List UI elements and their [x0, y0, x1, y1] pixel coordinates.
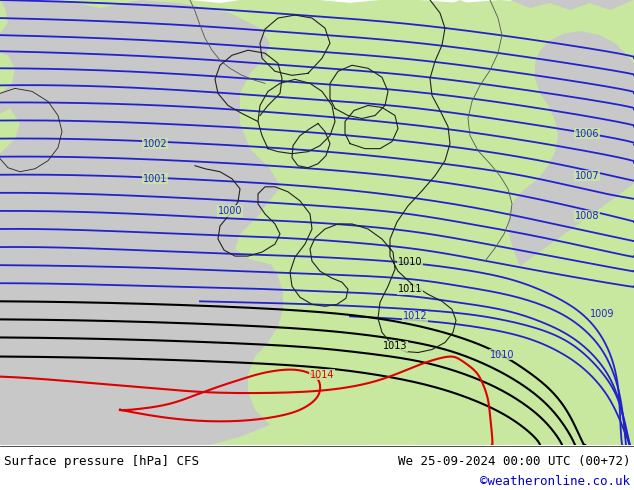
Text: 1014: 1014 — [310, 369, 335, 380]
Text: 1008: 1008 — [575, 211, 600, 221]
Text: 1007: 1007 — [575, 171, 600, 181]
Text: 1001: 1001 — [143, 174, 167, 184]
Polygon shape — [230, 0, 634, 445]
Text: We 25-09-2024 00:00 UTC (00+72): We 25-09-2024 00:00 UTC (00+72) — [398, 455, 630, 468]
Text: 1000: 1000 — [217, 206, 242, 216]
Polygon shape — [0, 108, 20, 154]
Polygon shape — [0, 0, 350, 445]
Polygon shape — [0, 0, 30, 244]
Text: 1009: 1009 — [590, 309, 614, 319]
Text: ©weatheronline.co.uk: ©weatheronline.co.uk — [480, 475, 630, 489]
Text: 1002: 1002 — [143, 139, 167, 148]
Polygon shape — [0, 53, 15, 94]
Text: 1010: 1010 — [398, 257, 422, 267]
Polygon shape — [508, 0, 634, 266]
Polygon shape — [0, 0, 634, 445]
Text: 1006: 1006 — [575, 128, 600, 139]
Text: 1011: 1011 — [398, 284, 422, 294]
Text: 1010: 1010 — [490, 349, 515, 360]
Text: 1013: 1013 — [383, 342, 407, 351]
Polygon shape — [0, 0, 8, 33]
Text: Surface pressure [hPa] CFS: Surface pressure [hPa] CFS — [4, 455, 199, 468]
Text: 1012: 1012 — [403, 311, 427, 321]
